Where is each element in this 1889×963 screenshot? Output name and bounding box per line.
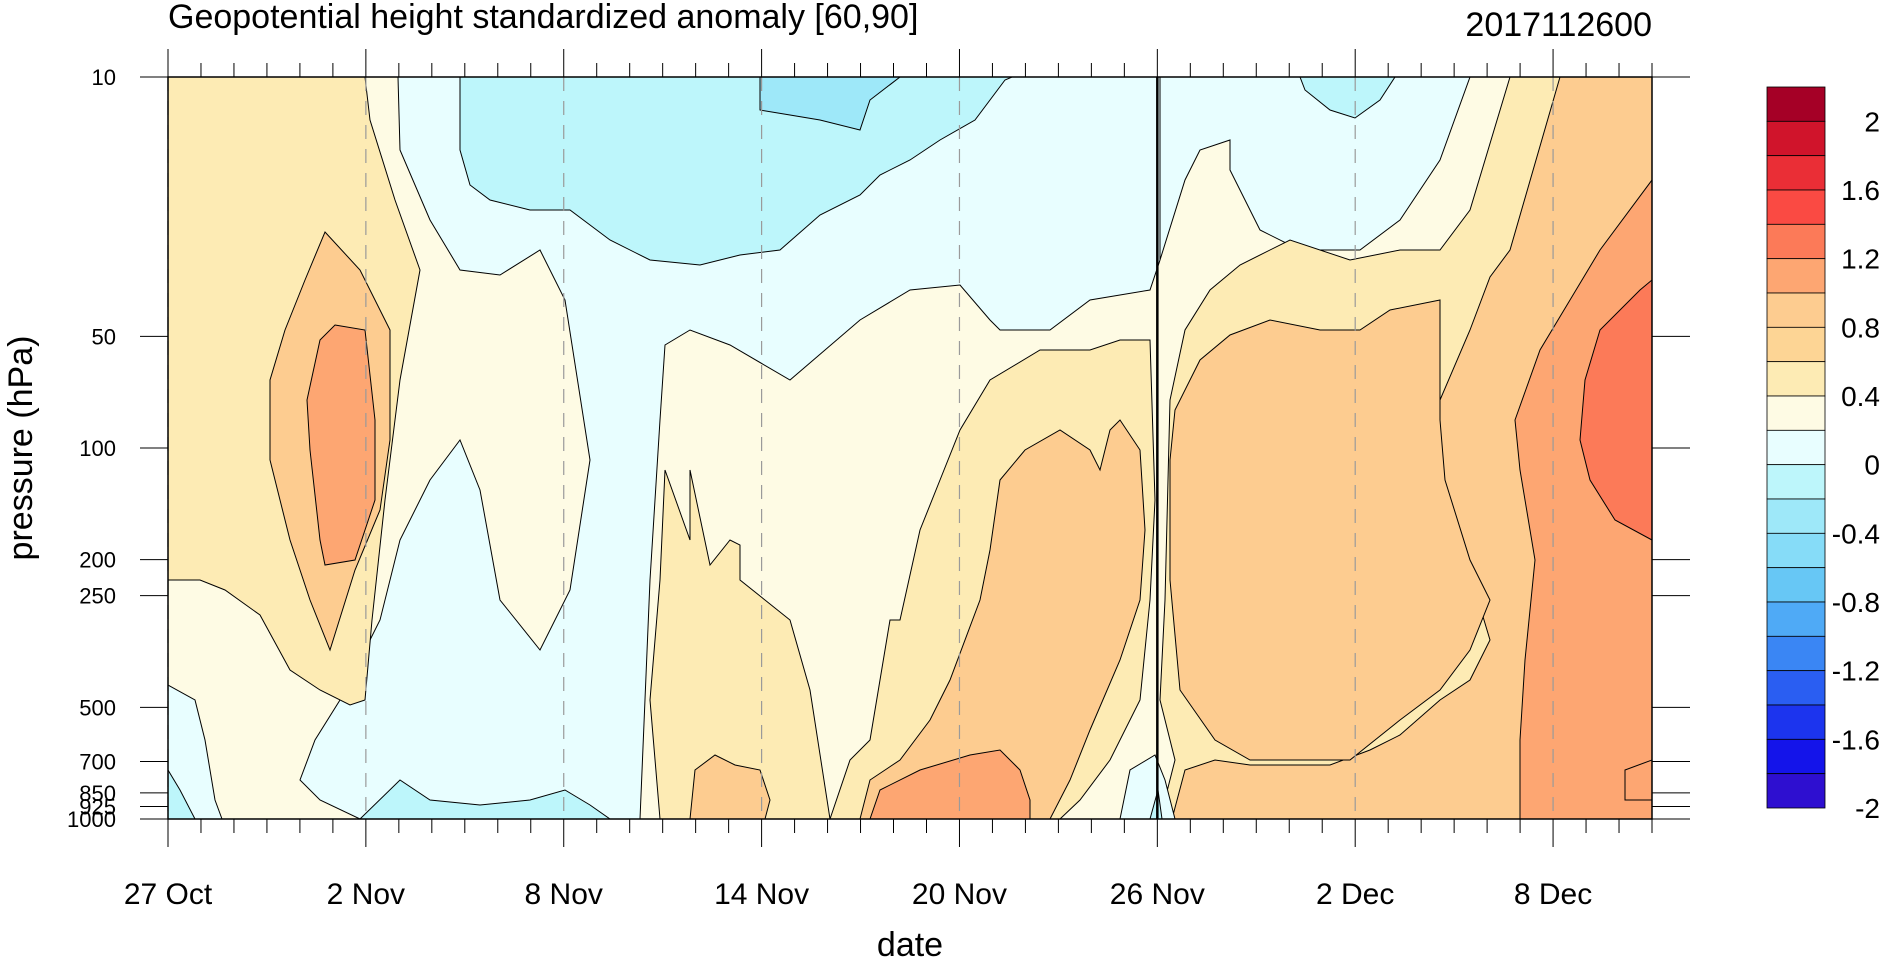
colorbar-segment bbox=[1766, 189, 1826, 225]
level-neg-0-8-c bbox=[359, 779, 611, 819]
y-tick-label: 100 bbox=[79, 436, 116, 461]
level-0-4-center bbox=[649, 469, 831, 819]
colorbar-segment bbox=[1766, 498, 1826, 534]
y-tick-label: 1000 bbox=[67, 807, 116, 832]
level-neg-0-4 bbox=[299, 77, 1161, 819]
x-tick-label: 8 Nov bbox=[525, 878, 603, 911]
level-neg-0-8-b bbox=[1299, 77, 1396, 119]
colorbar-label: -2 bbox=[1855, 793, 1880, 824]
x-tick-label: 27 Oct bbox=[124, 878, 213, 911]
colorbar-segment bbox=[1766, 670, 1826, 706]
y-tick-label: 10 bbox=[92, 65, 116, 90]
date-label: 2017112600 bbox=[1465, 6, 1652, 44]
colorbar-segment bbox=[1766, 567, 1826, 603]
colorbar-segment bbox=[1766, 429, 1826, 466]
level-1-2-left bbox=[306, 324, 376, 566]
colorbar-label: -0.8 bbox=[1832, 587, 1880, 618]
colorbar-label: 0.8 bbox=[1841, 312, 1880, 343]
level-1-6-right bbox=[1579, 279, 1652, 541]
colorbar-segment bbox=[1766, 258, 1826, 294]
colorbar-segment bbox=[1766, 773, 1826, 809]
colorbar-label: 0 bbox=[1864, 450, 1880, 481]
colorbar-segment bbox=[1766, 704, 1826, 740]
y-tick-label: 850 bbox=[79, 781, 116, 806]
colorbar-label: -1.2 bbox=[1832, 656, 1880, 687]
level-neg-0-4-b bbox=[1159, 77, 1471, 261]
x-axis: 27 Oct 2 Nov 8 Nov 14 Nov 20 Nov 26 Nov 2 Dec 8… bbox=[124, 49, 1653, 911]
level-neg-0-4-c bbox=[168, 684, 223, 819]
colorbar-segment bbox=[1766, 635, 1826, 672]
colorbar-segment bbox=[1766, 86, 1826, 122]
colorbar-segment bbox=[1766, 601, 1826, 637]
colorbar-segment bbox=[1766, 155, 1826, 191]
x-tick-label: 2 Dec bbox=[1316, 878, 1394, 911]
x-tick-label: 2 Nov bbox=[327, 878, 405, 911]
level-1-2-right-b bbox=[1624, 759, 1652, 801]
colorbar-segment bbox=[1766, 361, 1826, 397]
level-neg-1-2 bbox=[759, 77, 901, 131]
y-tick-label: 700 bbox=[79, 750, 116, 775]
level-neg-0-4-d bbox=[1119, 754, 1176, 819]
y-tick-label: 50 bbox=[92, 324, 116, 349]
level-neg-0-8-e bbox=[1149, 789, 1163, 819]
level-1-2-center bbox=[869, 749, 1031, 819]
colorbar-segment bbox=[1766, 223, 1826, 260]
y-tick-label: 925 bbox=[79, 794, 116, 819]
level-neg-0-8-d bbox=[168, 769, 196, 819]
y-axis-label: pressure (hPa) bbox=[2, 336, 40, 561]
colorbar-label: 1.6 bbox=[1841, 175, 1880, 206]
x-tick-label: 20 Nov bbox=[912, 878, 1007, 911]
colorbar-segment bbox=[1766, 292, 1826, 328]
x-tick-label: 14 Nov bbox=[714, 878, 809, 911]
colorbar: 2 1.6 1.2 0.8 0.4 0 -0.4 -0.8 -1.2 -1.6 -2 bbox=[1766, 86, 1880, 824]
colorbar-segment bbox=[1766, 464, 1826, 500]
colorbar-label: 1.2 bbox=[1841, 244, 1880, 275]
colorbar-label: 0.4 bbox=[1841, 381, 1880, 412]
colorbar-segment bbox=[1766, 532, 1826, 569]
colorbar-label: -0.4 bbox=[1832, 518, 1880, 549]
level-0-8-right-b bbox=[1169, 299, 1491, 761]
x-tick-label: 8 Dec bbox=[1514, 878, 1592, 911]
level-0-8-center bbox=[689, 754, 771, 819]
colorbar-segment bbox=[1766, 738, 1826, 775]
x-tick-label: 26 Nov bbox=[1110, 878, 1205, 911]
y-tick-label: 250 bbox=[79, 584, 116, 609]
level-neg-0-8 bbox=[459, 77, 1013, 266]
chart-title: Geopotential height standardized anomaly… bbox=[168, 0, 918, 36]
y-tick-label: 500 bbox=[79, 695, 116, 720]
colorbar-segment bbox=[1766, 326, 1826, 363]
x-axis-label: date bbox=[877, 926, 943, 963]
colorbar-segment bbox=[1766, 395, 1826, 431]
colorbar-label: -1.6 bbox=[1832, 724, 1880, 755]
colorbar-label: 2 bbox=[1864, 106, 1880, 137]
y-tick-label: 200 bbox=[79, 548, 116, 573]
level-0-8-center-b bbox=[859, 419, 1146, 819]
colorbar-segment bbox=[1766, 120, 1826, 157]
anomaly-field bbox=[168, 77, 1652, 819]
